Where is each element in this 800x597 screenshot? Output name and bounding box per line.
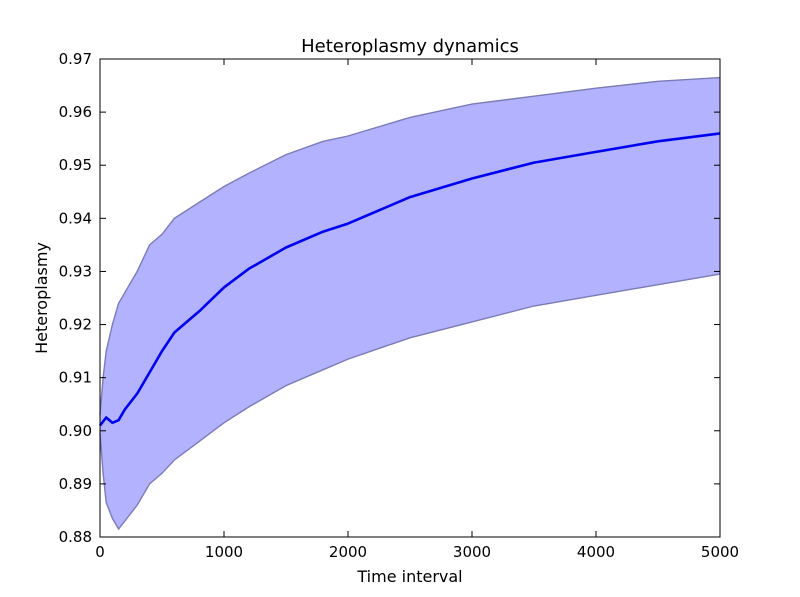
x-axis: 0 1000 2000 3000 4000 5000: [95, 59, 739, 561]
mean-line: [98, 132, 721, 427]
axes-frame: [99, 58, 721, 538]
y-tick-label: 0.93: [59, 262, 92, 280]
x-axis-label: Time interval: [356, 567, 462, 586]
y-tick-label: 0.91: [59, 369, 92, 387]
y-tick-label: 0.95: [59, 156, 92, 174]
y-axis: 0.88 0.89 0.90 0.91 0.92 0.93 0.94 0.95 0.96 0.97: [59, 50, 720, 546]
x-tick-label: 4000: [577, 543, 615, 561]
x-tick-label: 2000: [329, 543, 367, 561]
x-tick-label: 5000: [701, 543, 739, 561]
x-tick-label: 3000: [453, 543, 491, 561]
y-tick-label: 0.88: [59, 528, 92, 546]
chart-title: Heteroplasmy dynamics: [301, 36, 519, 57]
y-tick-label: 0.90: [59, 422, 92, 440]
upper-bound-line: [99, 76, 721, 415]
plot-area: [98, 76, 721, 531]
y-tick-label: 0.92: [59, 316, 92, 334]
x-tick-label: 0: [95, 543, 105, 561]
lower-bound-line: [99, 273, 721, 531]
x-tick-label: 1000: [205, 543, 243, 561]
y-tick-label: 0.89: [59, 475, 92, 493]
y-tick-label: 0.96: [59, 103, 92, 121]
confidence-band: [100, 77, 720, 529]
y-axis-label: Heteroplasmy: [32, 242, 51, 354]
y-tick-label: 0.94: [59, 209, 92, 227]
y-tick-label: 0.97: [59, 50, 92, 68]
